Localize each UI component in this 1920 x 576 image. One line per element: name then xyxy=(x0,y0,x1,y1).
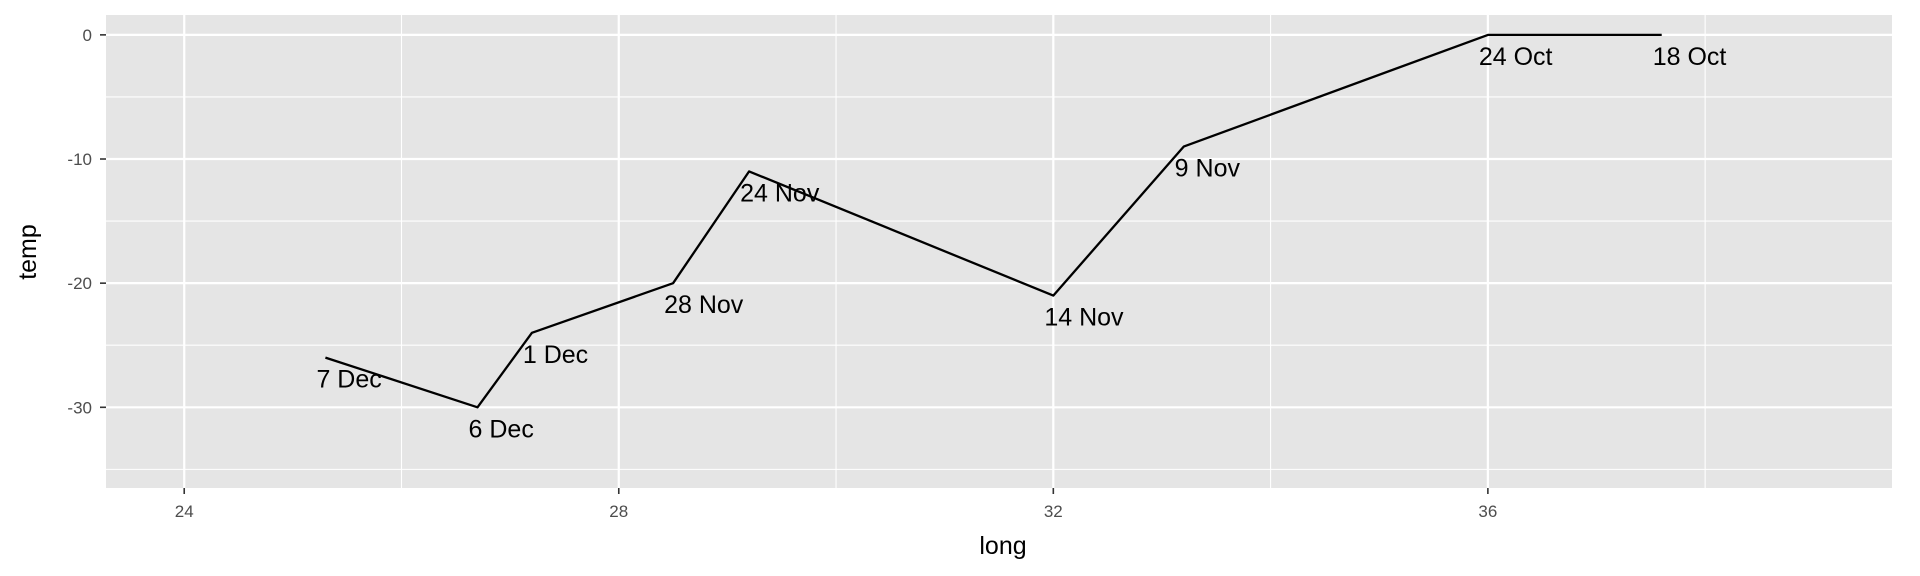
point-label: 24 Nov xyxy=(740,179,820,207)
x-axis-title: long xyxy=(979,532,1026,560)
tick-labels: 24 28 32 36 0 -10 -20 -30 xyxy=(67,26,1497,521)
plot-panel xyxy=(106,15,1892,488)
y-tick-label: -20 xyxy=(67,274,92,293)
point-labels: 7 Dec 6 Dec 1 Dec 28 Nov 24 Nov 14 Nov 9 Nov 24… xyxy=(316,43,1726,443)
point-label: 14 Nov xyxy=(1044,304,1124,332)
y-tick-label: -10 xyxy=(67,150,92,169)
point-label: 24 Oct xyxy=(1479,43,1553,71)
x-tick-label: 32 xyxy=(1044,502,1063,521)
x-tick-label: 36 xyxy=(1478,502,1497,521)
y-axis-title: temp xyxy=(14,224,42,280)
series-line xyxy=(325,33,1662,409)
y-tick-label: -30 xyxy=(67,398,92,417)
point-label: 18 Oct xyxy=(1653,43,1727,71)
y-tick-label: 0 xyxy=(83,26,92,45)
axis-ticks xyxy=(100,34,1489,494)
point-label: 9 Nov xyxy=(1175,155,1241,183)
x-tick-label: 28 xyxy=(609,502,628,521)
minor-gridlines xyxy=(106,15,1892,488)
x-tick-label: 24 xyxy=(175,502,194,521)
point-label: 6 Dec xyxy=(469,415,534,443)
point-label: 28 Nov xyxy=(664,291,744,319)
point-label: 7 Dec xyxy=(316,366,381,394)
point-label: 1 Dec xyxy=(523,341,588,369)
